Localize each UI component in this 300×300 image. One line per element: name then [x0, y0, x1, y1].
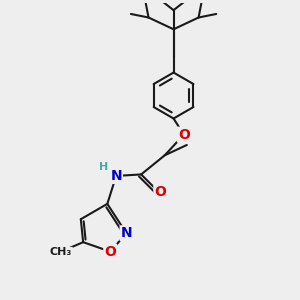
- Text: H: H: [99, 162, 108, 172]
- Text: O: O: [154, 185, 166, 199]
- Text: CH₃: CH₃: [50, 248, 72, 257]
- Text: N: N: [110, 169, 122, 183]
- Text: N: N: [121, 226, 132, 240]
- Text: O: O: [104, 244, 116, 259]
- Text: O: O: [178, 128, 190, 142]
